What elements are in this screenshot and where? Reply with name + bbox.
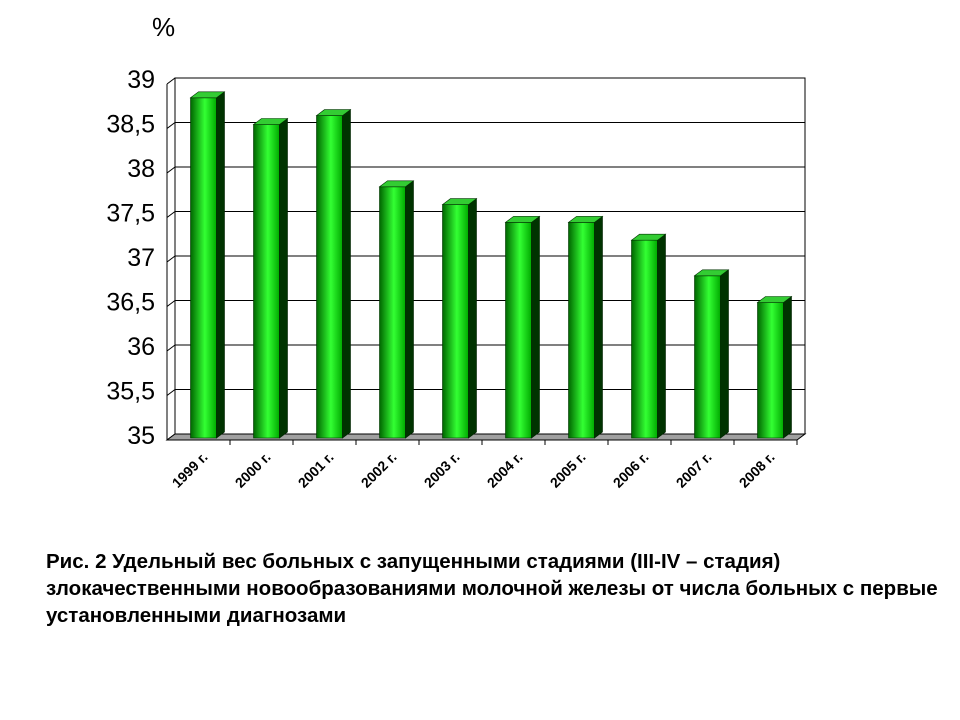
bar-side (720, 269, 729, 439)
bar-top (378, 180, 415, 188)
bar (757, 302, 784, 439)
x-category-label: 2002 г. (358, 449, 400, 491)
x-category-label: 2005 г. (547, 449, 589, 491)
gridline-depth (166, 300, 176, 307)
gridline-depth (166, 166, 176, 174)
x-category-label: 2006 г. (610, 449, 652, 491)
x-category-label: 2004 г. (484, 449, 526, 491)
bar-top (504, 216, 541, 223)
bar (694, 275, 721, 439)
gridline-depth (166, 255, 176, 263)
y-tick-label: 36,5 (106, 289, 155, 317)
y-tick-label: 38 (127, 155, 155, 183)
bar-top (756, 296, 793, 303)
gridline-depth (166, 389, 176, 396)
y-tick-label: 39 (127, 66, 155, 94)
x-category-label: 2007 г. (673, 449, 715, 491)
bar (442, 204, 469, 439)
x-category-labels: 1999 г. 2000 г. 2001 г. 2002 г. 2003 г. 2004 … (169, 440, 798, 491)
x-category-label: 1999 г. (169, 449, 211, 491)
bar-top (252, 118, 289, 125)
bar-top (630, 233, 667, 241)
bar (568, 222, 595, 439)
bar-side (594, 215, 603, 439)
x-category-label: 2000 г. (232, 449, 274, 491)
x-category-label: 2003 г. (421, 449, 463, 491)
y-tick-label: 38,5 (106, 111, 155, 139)
gridline-depth (166, 77, 176, 85)
y-tick-label: 36 (127, 333, 155, 361)
bars (189, 91, 793, 439)
bar-top (315, 109, 352, 116)
bar-side (657, 233, 666, 439)
bar-top (189, 91, 226, 99)
bar-chart: 35 35,5 36 36,5 37 37,5 38 38,5 39 1999 г. 2000 г… (106, 66, 807, 491)
y-tick-label: 35 (127, 422, 155, 450)
bar-side (531, 215, 540, 439)
bar (631, 239, 658, 439)
y-tick-labels: 35 35,5 36 36,5 37 37,5 38 38,5 39 (106, 66, 155, 450)
gridline-depth (166, 211, 176, 218)
gridline-depth (166, 122, 176, 129)
bar-side (783, 295, 792, 439)
y-tick-label: 35,5 (106, 378, 155, 406)
bar-side (279, 117, 288, 439)
bar-side (216, 91, 225, 439)
bar (253, 124, 280, 439)
y-tick-label: 37 (127, 244, 155, 272)
bar (316, 115, 343, 439)
bar-top (441, 198, 478, 205)
y-axis-unit-label: % (152, 12, 176, 42)
y-tick-label: 37,5 (106, 200, 155, 228)
bar (190, 97, 217, 439)
bar-side (468, 198, 477, 439)
bar-top (567, 216, 604, 223)
gridline-depth (166, 344, 176, 352)
bar-top (693, 269, 730, 277)
bar-side (405, 180, 414, 439)
bar (379, 186, 406, 439)
x-category-label: 2001 г. (295, 449, 337, 491)
figure-caption: Рис. 2 Удельный вес больных с запущенным… (46, 550, 938, 627)
bar-side (342, 108, 351, 439)
bar (505, 222, 532, 439)
x-category-label: 2008 г. (736, 449, 778, 491)
